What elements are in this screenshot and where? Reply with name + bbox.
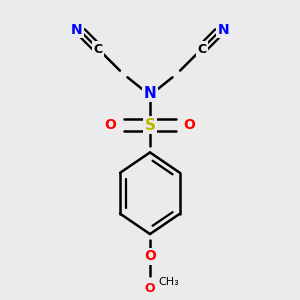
Text: N: N bbox=[144, 85, 156, 100]
Text: N: N bbox=[71, 23, 82, 37]
Text: C: C bbox=[94, 43, 103, 56]
Text: O: O bbox=[184, 118, 195, 132]
Text: S: S bbox=[145, 118, 155, 133]
Text: CH₃: CH₃ bbox=[158, 277, 179, 287]
Text: O: O bbox=[145, 283, 155, 296]
Text: C: C bbox=[197, 43, 206, 56]
Text: O: O bbox=[105, 118, 116, 132]
Text: N: N bbox=[218, 23, 229, 37]
Text: O: O bbox=[144, 249, 156, 263]
